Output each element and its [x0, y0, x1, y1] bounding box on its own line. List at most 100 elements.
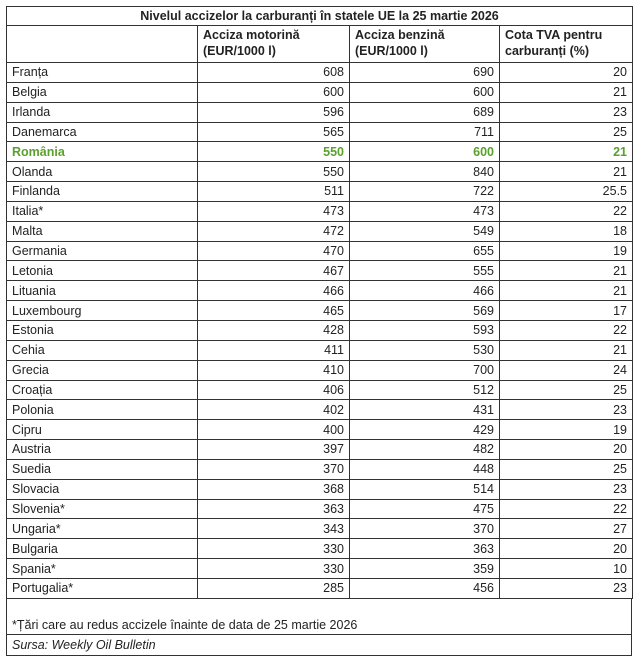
- cell-diesel-excise: 330: [197, 558, 350, 579]
- cell-petrol-excise: 555: [349, 260, 500, 282]
- table-row: Letonia 467 555 21: [6, 260, 634, 282]
- header-petrol-excise: Acciza benzină (EUR/1000 l): [349, 25, 500, 63]
- cell-country: Austria: [6, 439, 198, 460]
- table-row: Danemarca 565 711 25: [6, 121, 634, 143]
- cell-vat-rate: 21: [498, 141, 634, 163]
- cell-vat-rate: 18: [498, 220, 634, 242]
- table-row: Suedia 370 448 25: [6, 458, 634, 480]
- table-row: Olanda 550 840 21: [6, 161, 634, 183]
- table-row: Italia* 473 473 22: [6, 200, 634, 222]
- cell-vat-rate: 21: [498, 339, 634, 361]
- table-row: Grecia 410 700 24: [6, 359, 634, 381]
- cell-vat-rate: 27: [498, 518, 634, 540]
- cell-petrol-excise: 429: [349, 419, 500, 441]
- cell-diesel-excise: 550: [197, 161, 350, 183]
- cell-vat-rate: 23: [498, 399, 634, 421]
- table-row: Slovacia 368 514 23: [6, 478, 634, 500]
- cell-vat-rate: 23: [498, 478, 634, 500]
- cell-country: Ungaria*: [6, 518, 198, 540]
- cell-diesel-excise: 402: [197, 399, 350, 421]
- cell-petrol-excise: 600: [349, 141, 500, 163]
- cell-petrol-excise: 689: [349, 101, 500, 123]
- cell-petrol-excise: 456: [349, 577, 500, 599]
- cell-country: Slovacia: [6, 478, 198, 500]
- cell-country: Polonia: [6, 399, 198, 421]
- header-diesel-excise: Acciza motorină (EUR/1000 l): [197, 25, 350, 63]
- table-row: Malta 472 549 18: [6, 220, 634, 242]
- cell-petrol-excise: 722: [349, 181, 500, 202]
- cell-vat-rate: 10: [498, 558, 634, 579]
- cell-petrol-excise: 370: [349, 518, 500, 540]
- cell-country: Grecia: [6, 359, 198, 381]
- table-row: Cehia 411 530 21: [6, 339, 634, 361]
- cell-petrol-excise: 690: [349, 62, 500, 83]
- cell-vat-rate: 24: [498, 359, 634, 381]
- cell-petrol-excise: 840: [349, 161, 500, 183]
- cell-country: Portugalia*: [6, 577, 198, 599]
- cell-vat-rate: 20: [498, 538, 634, 560]
- cell-vat-rate: 20: [498, 62, 634, 83]
- table-row: Estonia 428 593 22: [6, 319, 634, 341]
- cell-country: Finlanda: [6, 181, 198, 202]
- cell-country: Letonia: [6, 260, 198, 282]
- cell-vat-rate: 22: [498, 200, 634, 222]
- cell-petrol-excise: 363: [349, 538, 500, 560]
- cell-petrol-excise: 569: [349, 300, 500, 321]
- cell-vat-rate: 20: [498, 439, 634, 460]
- table-row: Croația 406 512 25: [6, 379, 634, 401]
- cell-diesel-excise: 368: [197, 478, 350, 500]
- cell-diesel-excise: 550: [197, 141, 350, 163]
- cell-country: Malta: [6, 220, 198, 242]
- cell-petrol-excise: 431: [349, 399, 500, 421]
- cell-petrol-excise: 514: [349, 478, 500, 500]
- cell-country: Luxembourg: [6, 300, 198, 321]
- cell-vat-rate: 21: [498, 260, 634, 282]
- cell-diesel-excise: 400: [197, 419, 350, 441]
- table-row: Franța 608 690 20: [6, 62, 634, 83]
- cell-diesel-excise: 428: [197, 319, 350, 341]
- cell-country: Germania: [6, 240, 198, 262]
- source-note: Sursa: Weekly Oil Bulletin: [12, 637, 156, 652]
- cell-diesel-excise: 466: [197, 280, 350, 302]
- cell-petrol-excise: 655: [349, 240, 500, 262]
- cell-petrol-excise: 530: [349, 339, 500, 361]
- table-row: Cipru 400 429 19: [6, 419, 634, 441]
- cell-vat-rate: 21: [498, 280, 634, 302]
- cell-diesel-excise: 370: [197, 458, 350, 480]
- cell-petrol-excise: 448: [349, 458, 500, 480]
- cell-country: Estonia: [6, 319, 198, 341]
- cell-diesel-excise: 608: [197, 62, 350, 83]
- cell-diesel-excise: 467: [197, 260, 350, 282]
- cell-diesel-excise: 363: [197, 498, 350, 520]
- cell-diesel-excise: 473: [197, 200, 350, 222]
- cell-vat-rate: 25: [498, 458, 634, 480]
- table-row: Belgia 600 600 21: [6, 81, 634, 103]
- cell-diesel-excise: 330: [197, 538, 350, 560]
- table-row: Polonia 402 431 23: [6, 399, 634, 421]
- header-row: Acciza motorină (EUR/1000 l) Acciza benz…: [6, 25, 634, 63]
- cell-petrol-excise: 473: [349, 200, 500, 222]
- cell-diesel-excise: 285: [197, 577, 350, 599]
- table-row: Finlanda 511 722 25.5: [6, 181, 634, 202]
- cell-diesel-excise: 411: [197, 339, 350, 361]
- cell-country: Lituania: [6, 280, 198, 302]
- cell-country: Bulgaria: [6, 538, 198, 560]
- header-country: [6, 25, 198, 63]
- table-row: România 550 600 21: [6, 141, 634, 163]
- cell-country: Cipru: [6, 419, 198, 441]
- cell-country: Danemarca: [6, 121, 198, 143]
- cell-diesel-excise: 406: [197, 379, 350, 401]
- table-row: Ungaria* 343 370 27: [6, 518, 634, 540]
- cell-vat-rate: 17: [498, 300, 634, 321]
- cell-country: Croația: [6, 379, 198, 401]
- table-row: Irlanda 596 689 23: [6, 101, 634, 123]
- footnote: *Țări care au redus accizele înainte de …: [7, 616, 631, 635]
- cell-diesel-excise: 511: [197, 181, 350, 202]
- cell-country: România: [6, 141, 198, 163]
- cell-country: Cehia: [6, 339, 198, 361]
- table-row: Portugalia* 285 456 23: [6, 577, 634, 599]
- table-footer: *Țări care au redus accizele înainte de …: [6, 598, 632, 656]
- cell-vat-rate: 25: [498, 379, 634, 401]
- cell-diesel-excise: 470: [197, 240, 350, 262]
- cell-diesel-excise: 343: [197, 518, 350, 540]
